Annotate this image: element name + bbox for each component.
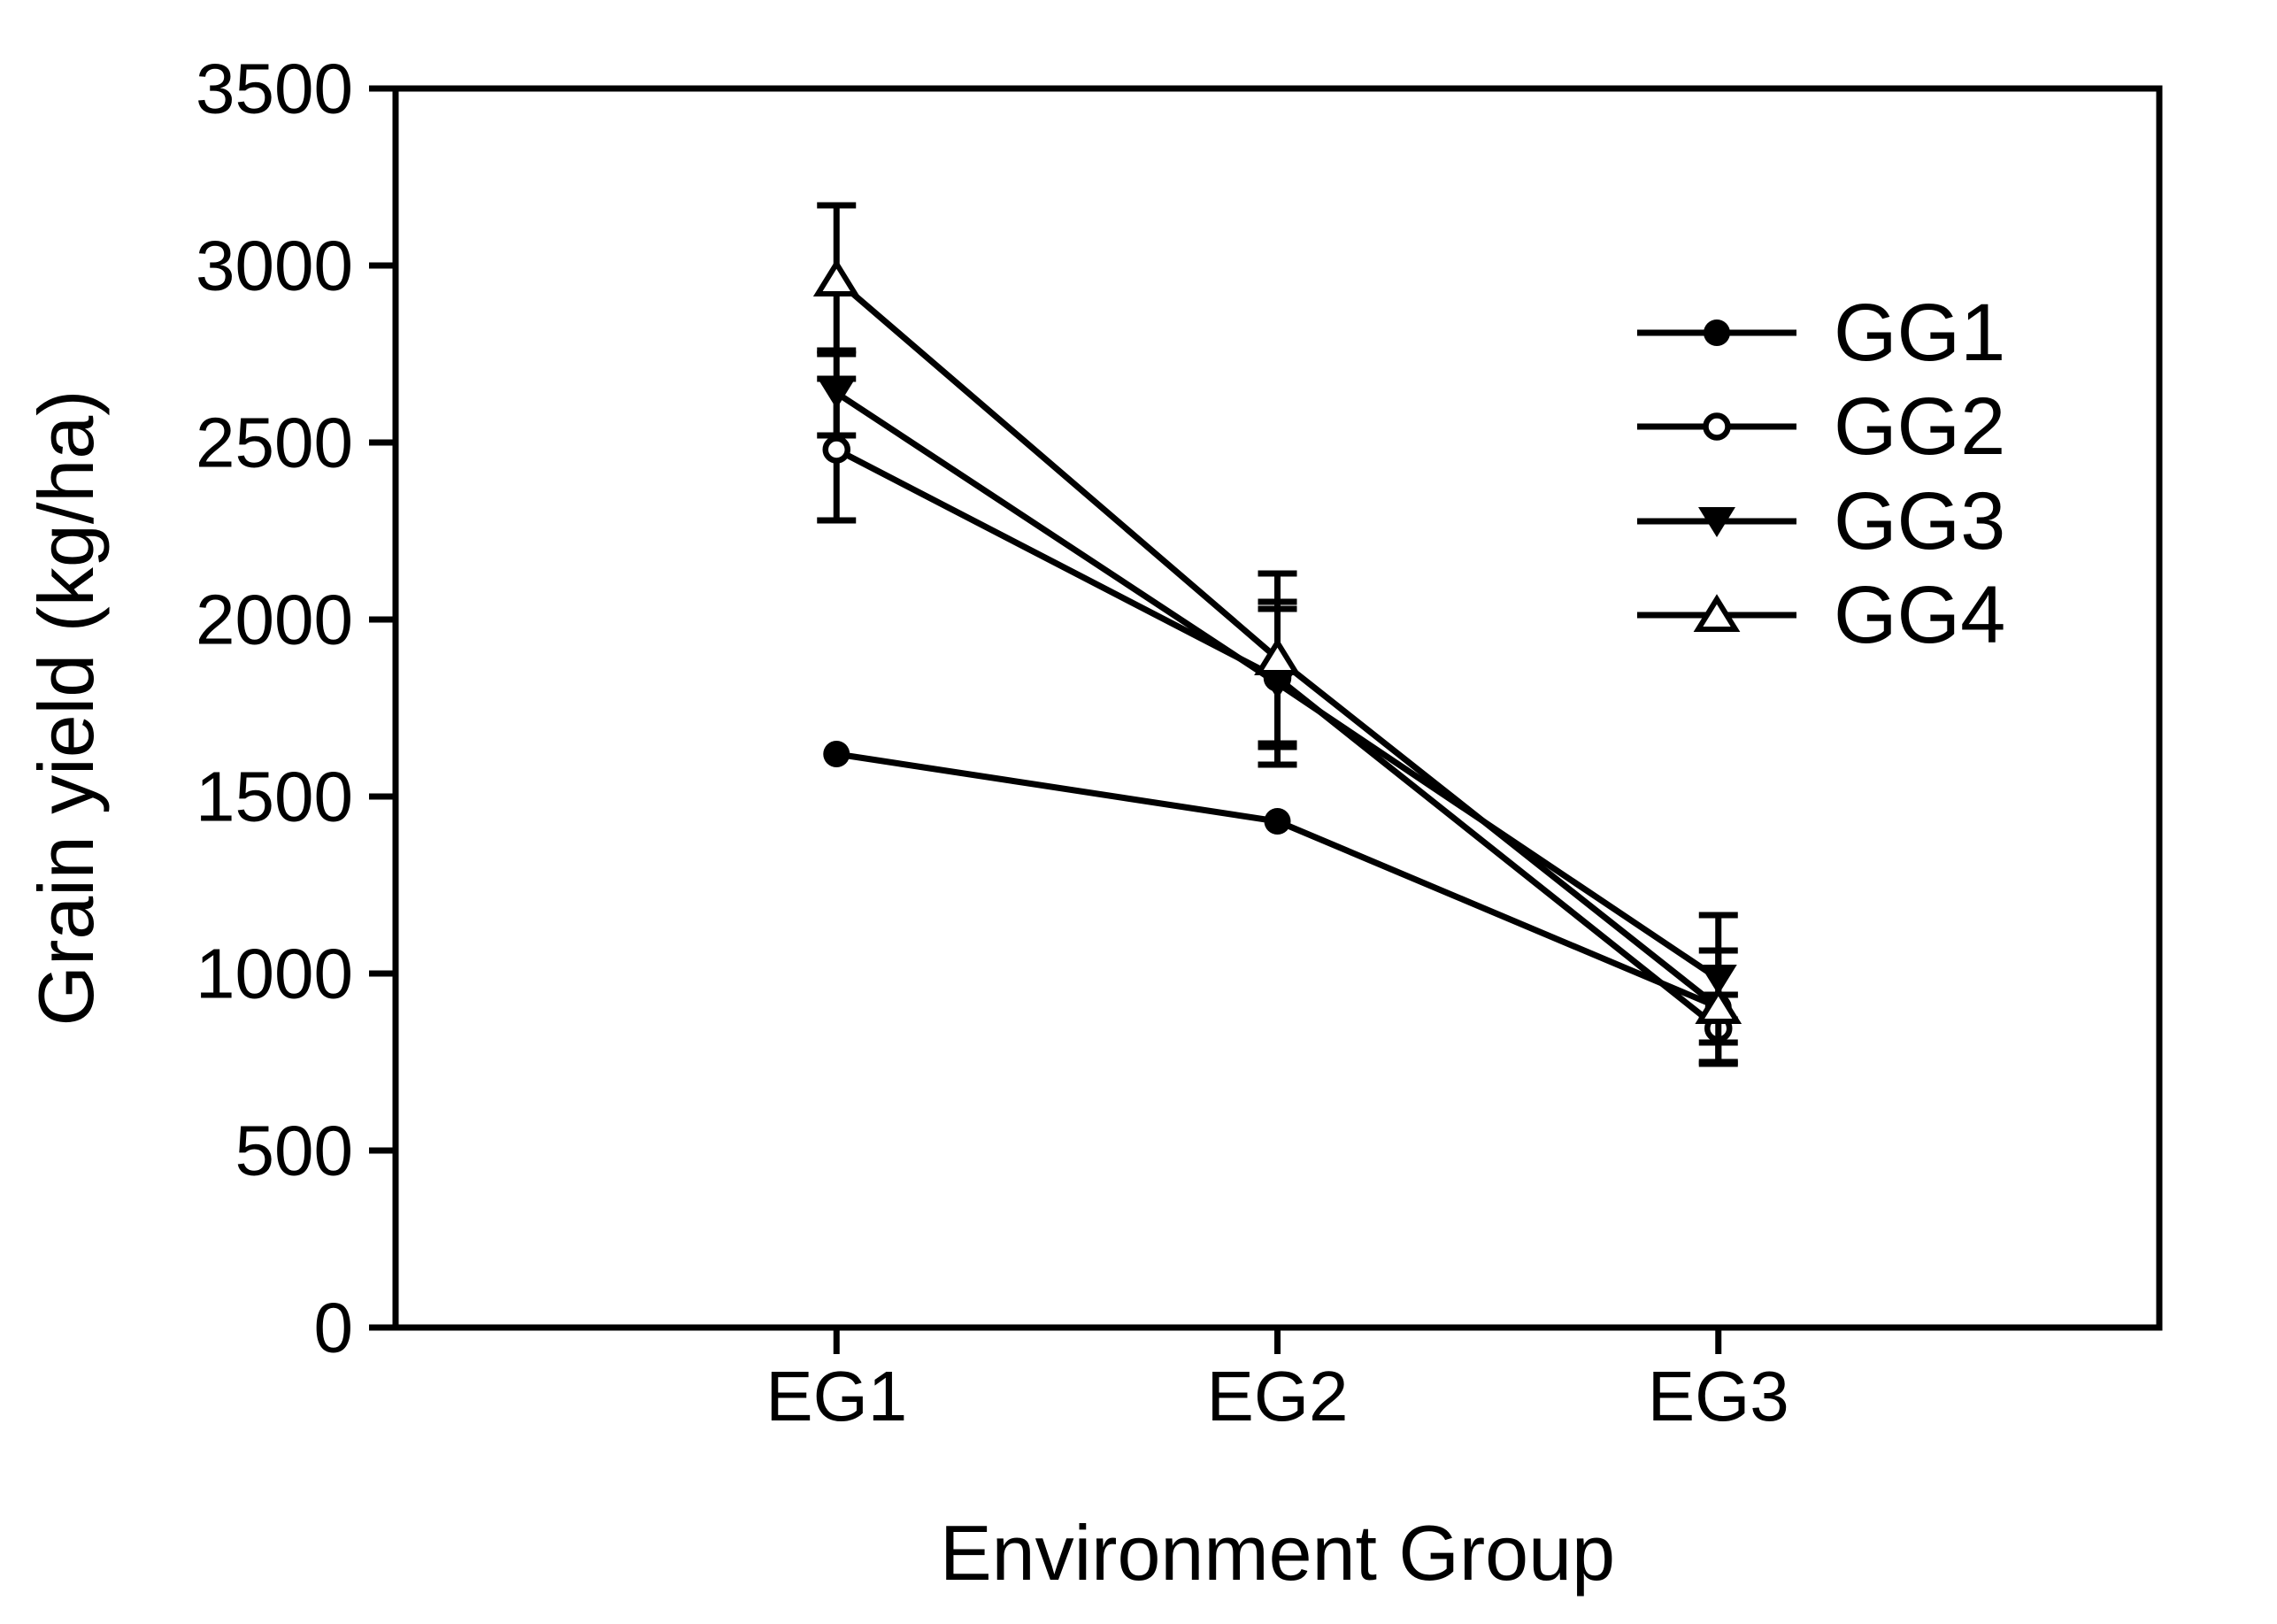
- y-axis-title: Grain yield (kg/ha): [22, 390, 110, 1027]
- x-axis-title: Environment Group: [940, 1509, 1615, 1597]
- y-tick-label: 2500: [196, 404, 353, 482]
- filled-circle-marker: [1704, 319, 1730, 346]
- y-tick-label: 3500: [196, 50, 353, 128]
- open-circle-marker: [1703, 412, 1731, 441]
- legend-item-GG2: GG2: [1637, 381, 2005, 472]
- axes: 0 500 1000 1500 2000 2500 3000 3500 EG1 EG2 EG3 Env…: [22, 50, 2163, 1597]
- y-tick-label: 3000: [196, 227, 353, 305]
- legend-item-GG1: GG1: [1637, 288, 2005, 378]
- filled-circle-marker: [823, 741, 850, 767]
- series-GG4: [812, 202, 1742, 1024]
- filled-triangle-down-marker: [1699, 965, 1737, 995]
- x-tick-label: EG3: [1648, 1357, 1789, 1435]
- open-circle-marker: [822, 435, 850, 464]
- series-line-GG1: [835, 750, 1720, 1011]
- filled-triangle-down-marker: [1698, 507, 1735, 537]
- legend-item-GG4: GG4: [1637, 570, 2005, 660]
- filled-triangle-down-marker: [818, 379, 856, 409]
- open-triangle-up-marker: [812, 258, 860, 296]
- legend-label: GG4: [1834, 570, 2005, 660]
- y-tick-label: 0: [314, 1289, 354, 1367]
- legend-label: GG3: [1834, 476, 2005, 566]
- y-tick-label: 500: [235, 1112, 353, 1190]
- x-tick-label: EG1: [765, 1357, 907, 1435]
- open-triangle-up-marker: [1254, 637, 1301, 675]
- legend-label: GG1: [1834, 288, 2005, 378]
- open-triangle-up-marker: [1695, 986, 1742, 1024]
- x-tick-label: EG2: [1206, 1357, 1348, 1435]
- legend-label: GG2: [1834, 381, 2005, 472]
- y-tick-label: 2000: [196, 581, 353, 659]
- legend-item-GG3: GG3: [1637, 476, 2005, 566]
- open-triangle-up-marker: [1693, 594, 1741, 632]
- y-tick-label: 1500: [196, 758, 353, 836]
- y-tick-label: 1000: [196, 935, 353, 1013]
- filled-circle-marker: [1264, 808, 1291, 835]
